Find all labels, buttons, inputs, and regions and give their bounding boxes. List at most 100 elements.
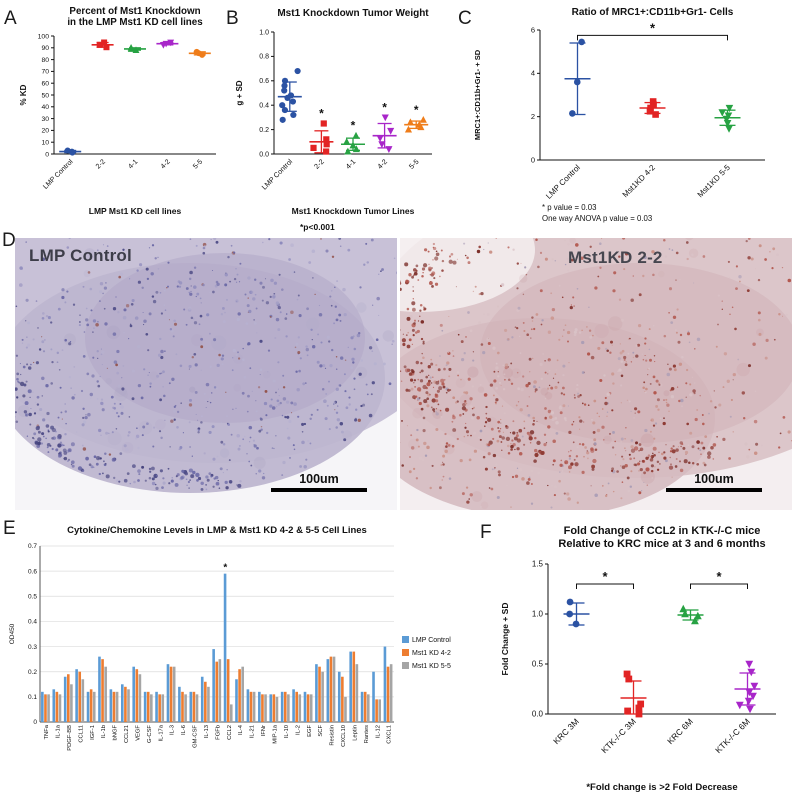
tissue-cell — [148, 312, 152, 316]
tissue-cell — [145, 267, 149, 271]
tissue-cell-stained — [464, 426, 467, 429]
tissue-cell — [580, 256, 584, 260]
y-tick-label: 40 — [41, 104, 49, 111]
tissue-cell — [678, 362, 683, 366]
tissue-cell — [663, 334, 667, 338]
tissue-cell — [285, 313, 288, 315]
tissue-cell — [324, 367, 327, 370]
tissue-cell — [478, 293, 481, 296]
tissue-cell — [115, 428, 118, 430]
tissue-cell — [659, 417, 662, 420]
tissue-cell — [149, 382, 152, 385]
tissue-cell-stained — [441, 382, 445, 386]
tissue-cell — [495, 386, 499, 390]
tissue-cell-stained — [422, 263, 428, 268]
tissue-cell — [265, 414, 268, 417]
tissue-cell-stained — [511, 439, 514, 442]
category-label: EGF — [307, 725, 313, 737]
tissue-cell — [474, 285, 477, 288]
tissue-cell — [72, 303, 76, 306]
tissue-cell — [670, 321, 674, 324]
tissue-cell-stained — [422, 342, 425, 345]
tissue-cell — [112, 410, 114, 412]
tissue-blotch — [640, 433, 654, 447]
tissue-cell — [507, 378, 511, 382]
tissue-cell — [168, 382, 171, 385]
tissue-cell-stained — [224, 480, 228, 485]
category-label: CCL2 — [227, 725, 233, 740]
tissue-cell — [679, 333, 683, 337]
y-axis-label: % KD — [19, 84, 28, 105]
tissue-cell-stained — [533, 459, 537, 463]
tissue-cell-stained — [590, 448, 595, 453]
tissue-cell — [339, 422, 344, 426]
tissue-cell — [164, 350, 166, 352]
tissue-cell — [285, 400, 290, 404]
tissue-cell — [547, 387, 550, 390]
tissue-cell — [547, 484, 549, 487]
tissue-cell — [139, 263, 143, 267]
tissue-cell — [61, 288, 65, 292]
significance-star: * — [319, 107, 324, 121]
tissue-cell — [471, 407, 474, 410]
footnote: One way ANOVA p value = 0.03 — [542, 214, 652, 223]
bar — [178, 686, 181, 722]
tissue-cell-stained — [16, 396, 19, 399]
tissue-cell — [333, 322, 336, 325]
tissue-cell — [693, 282, 695, 284]
tissue-cell — [233, 277, 237, 281]
tissue-cell-stained — [688, 461, 691, 464]
tissue-cell — [353, 347, 357, 351]
tissue-cell — [137, 345, 141, 349]
tissue-cell — [560, 392, 563, 395]
data-point — [323, 148, 330, 155]
tissue-cell — [189, 446, 192, 448]
tissue-cell — [587, 352, 591, 356]
tissue-cell — [685, 368, 689, 372]
tissue-cell-stained — [415, 395, 418, 398]
tissue-blotch — [342, 430, 352, 440]
tissue-cell — [433, 410, 435, 413]
tissue-cell-stained — [429, 393, 431, 396]
tissue-cell — [567, 405, 569, 407]
bar — [349, 651, 352, 722]
tissue-cell — [530, 502, 534, 505]
tissue-cell — [279, 311, 282, 314]
tissue-cell — [320, 341, 323, 344]
tissue-cell-stained — [81, 469, 85, 473]
bar — [121, 684, 124, 722]
tissue-cell — [604, 401, 608, 406]
bar — [261, 694, 264, 722]
tissue-cell-stained — [412, 333, 415, 337]
bar — [101, 659, 104, 722]
tissue-cell — [226, 469, 228, 471]
tissue-cell — [699, 394, 701, 397]
tissue-cell — [291, 412, 293, 414]
x-tick-label: Mst1KD 5-5 — [696, 163, 733, 200]
tissue-cell — [220, 421, 223, 424]
tissue-cell — [209, 332, 211, 335]
tissue-cell-stained — [29, 423, 32, 426]
tissue-cell — [732, 379, 734, 381]
tissue-cell-stained — [428, 268, 432, 272]
tissue-cell — [570, 304, 573, 306]
tissue-cell — [337, 405, 339, 407]
tissue-cell — [611, 344, 613, 346]
tissue-cell — [460, 340, 464, 344]
tissue-cell — [325, 249, 329, 253]
tissue-cell — [535, 313, 539, 316]
tissue-cell-stained — [452, 260, 457, 265]
tissue-cell — [554, 385, 558, 389]
data-point — [281, 82, 288, 89]
data-point — [419, 115, 427, 123]
tissue-cell — [457, 374, 459, 377]
tissue-cell — [120, 405, 124, 409]
tissue-cell — [584, 446, 587, 449]
tissue-cell-stained — [432, 386, 435, 389]
tissue-cell — [37, 326, 39, 329]
tissue-cell — [178, 448, 181, 450]
tissue-cell — [699, 418, 702, 421]
significance-bracket — [577, 34, 728, 41]
tissue-cell — [202, 246, 206, 250]
tissue-cell — [619, 343, 621, 345]
